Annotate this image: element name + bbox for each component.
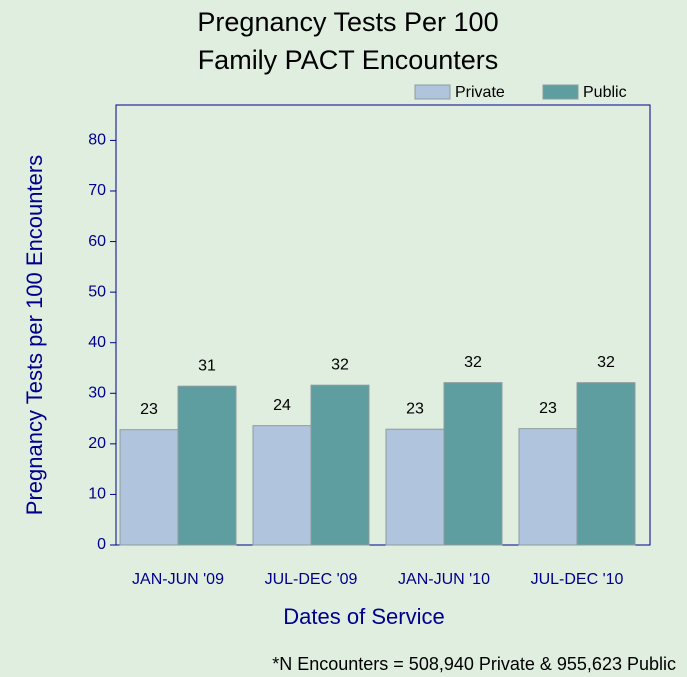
- bar: [177, 385, 237, 546]
- value-label: 32: [597, 354, 615, 371]
- legend-swatch: [542, 84, 579, 100]
- chart-title: Pregnancy Tests Per 100: [197, 7, 498, 37]
- legend-label: Private: [455, 84, 505, 101]
- bar: [518, 428, 578, 546]
- y-tick-label: 80: [88, 132, 106, 149]
- value-label: 23: [140, 401, 158, 418]
- legend-label: Public: [583, 84, 627, 101]
- x-tick-label: JAN-JUN '10: [398, 571, 490, 588]
- y-tick-label: 40: [88, 334, 106, 351]
- y-tick-label: 60: [88, 233, 106, 250]
- value-label: 32: [464, 354, 482, 371]
- bar: [385, 428, 445, 546]
- bar: [252, 425, 312, 546]
- y-tick-label: 20: [88, 435, 106, 452]
- plot-area: [115, 104, 651, 546]
- value-label: 23: [406, 400, 424, 417]
- y-tick-label: 10: [88, 486, 106, 503]
- footnote: *N Encounters = 508,940 Private & 955,62…: [272, 654, 676, 674]
- y-tick-label: 70: [88, 182, 106, 199]
- bar: [310, 384, 370, 546]
- bar: [443, 382, 503, 546]
- value-label: 31: [198, 357, 216, 374]
- bar: [119, 429, 179, 546]
- chart-title: Family PACT Encounters: [198, 45, 499, 75]
- y-axis-label: Pregnancy Tests per 100 Encounters: [22, 155, 47, 515]
- y-tick-label: 0: [97, 536, 106, 553]
- legend-swatch: [414, 84, 451, 100]
- value-label: 23: [539, 400, 557, 417]
- x-axis-label: Dates of Service: [283, 604, 444, 629]
- value-label: 32: [331, 356, 349, 373]
- value-label: 24: [273, 397, 291, 414]
- y-tick-label: 30: [88, 384, 106, 401]
- x-tick-label: JUL-DEC '09: [265, 571, 358, 588]
- y-tick-label: 50: [88, 283, 106, 300]
- bar: [576, 382, 636, 546]
- x-tick-label: JUL-DEC '10: [531, 571, 624, 588]
- x-tick-label: JAN-JUN '09: [132, 571, 224, 588]
